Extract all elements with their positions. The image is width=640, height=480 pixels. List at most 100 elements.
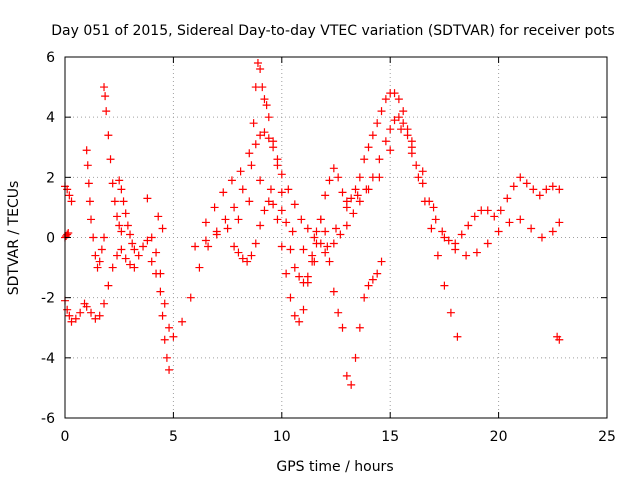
data-point	[537, 233, 546, 242]
data-point	[264, 197, 273, 206]
data-point	[115, 221, 124, 230]
data-point	[364, 281, 373, 290]
data-point	[433, 251, 442, 260]
data-point	[310, 233, 319, 242]
data-point	[101, 92, 110, 101]
data-point	[256, 65, 265, 74]
data-point	[230, 203, 239, 212]
data-point	[117, 227, 126, 236]
data-point	[353, 191, 362, 200]
data-point	[394, 95, 403, 104]
data-point	[329, 287, 338, 296]
data-point	[297, 215, 306, 224]
grid	[65, 57, 607, 418]
data-point	[134, 251, 143, 260]
data-point	[264, 113, 273, 122]
data-point	[347, 194, 356, 203]
data-point	[555, 335, 564, 344]
data-point	[117, 185, 126, 194]
data-point	[201, 236, 210, 245]
data-point	[312, 239, 321, 248]
data-point	[260, 128, 269, 137]
data-point	[130, 263, 139, 272]
data-point	[262, 101, 271, 110]
data-point	[399, 119, 408, 128]
data-point	[238, 185, 247, 194]
data-point	[375, 173, 384, 182]
data-point	[303, 224, 312, 233]
data-point	[381, 137, 390, 146]
data-point	[160, 335, 169, 344]
data-point	[349, 209, 358, 218]
data-point	[368, 275, 377, 284]
data-point	[351, 353, 360, 362]
data-point	[100, 83, 109, 92]
data-points	[61, 59, 564, 389]
data-point	[249, 119, 258, 128]
data-point	[364, 143, 373, 152]
data-point	[65, 311, 74, 320]
data-point	[119, 197, 128, 206]
x-tick-label: 5	[169, 429, 178, 445]
data-point	[195, 263, 204, 272]
data-point	[102, 107, 111, 116]
data-point	[210, 203, 219, 212]
data-point	[243, 257, 252, 266]
x-tick-label: 10	[273, 429, 291, 445]
data-point	[152, 248, 161, 257]
data-point	[453, 332, 462, 341]
data-point	[264, 134, 273, 143]
data-point	[472, 248, 481, 257]
data-point	[169, 332, 178, 341]
data-point	[256, 131, 265, 140]
data-point	[258, 83, 267, 92]
data-point	[121, 209, 130, 218]
data-point	[277, 170, 286, 179]
data-point	[451, 245, 460, 254]
series-track-b	[100, 83, 126, 236]
series-track-h	[82, 146, 109, 272]
data-point	[308, 251, 317, 260]
data-point	[338, 188, 347, 197]
data-point	[227, 176, 236, 185]
data-point	[342, 371, 351, 380]
data-point	[104, 131, 113, 140]
data-point	[377, 107, 386, 116]
data-point	[440, 233, 449, 242]
data-point	[412, 161, 421, 170]
data-point	[67, 317, 76, 326]
data-point	[106, 155, 115, 164]
series-track-e	[230, 197, 386, 389]
data-point	[377, 257, 386, 266]
data-point	[201, 218, 210, 227]
data-point	[286, 293, 295, 302]
data-point	[64, 228, 73, 237]
data-point	[390, 116, 399, 125]
data-point	[247, 161, 256, 170]
data-point	[407, 137, 416, 146]
data-point	[76, 308, 85, 317]
data-point	[165, 323, 174, 332]
data-point	[462, 251, 471, 260]
data-point	[440, 281, 449, 290]
data-point	[390, 89, 399, 98]
data-point	[63, 305, 72, 314]
data-point	[494, 227, 503, 236]
data-point	[191, 242, 200, 251]
data-point	[321, 227, 330, 236]
data-point	[286, 245, 295, 254]
data-point	[414, 173, 423, 182]
data-point	[529, 185, 538, 194]
data-point	[238, 254, 247, 263]
data-point	[535, 191, 544, 200]
data-point	[386, 146, 395, 155]
data-point	[446, 308, 455, 317]
data-point	[260, 206, 269, 215]
x-tick-label: 0	[61, 429, 70, 445]
data-point	[299, 245, 308, 254]
data-point	[548, 227, 557, 236]
series-track-c	[201, 59, 564, 287]
chart-title: Day 051 of 2015, Sidereal Day-to-day VTE…	[51, 23, 614, 39]
data-point	[186, 293, 195, 302]
data-point	[355, 173, 364, 182]
